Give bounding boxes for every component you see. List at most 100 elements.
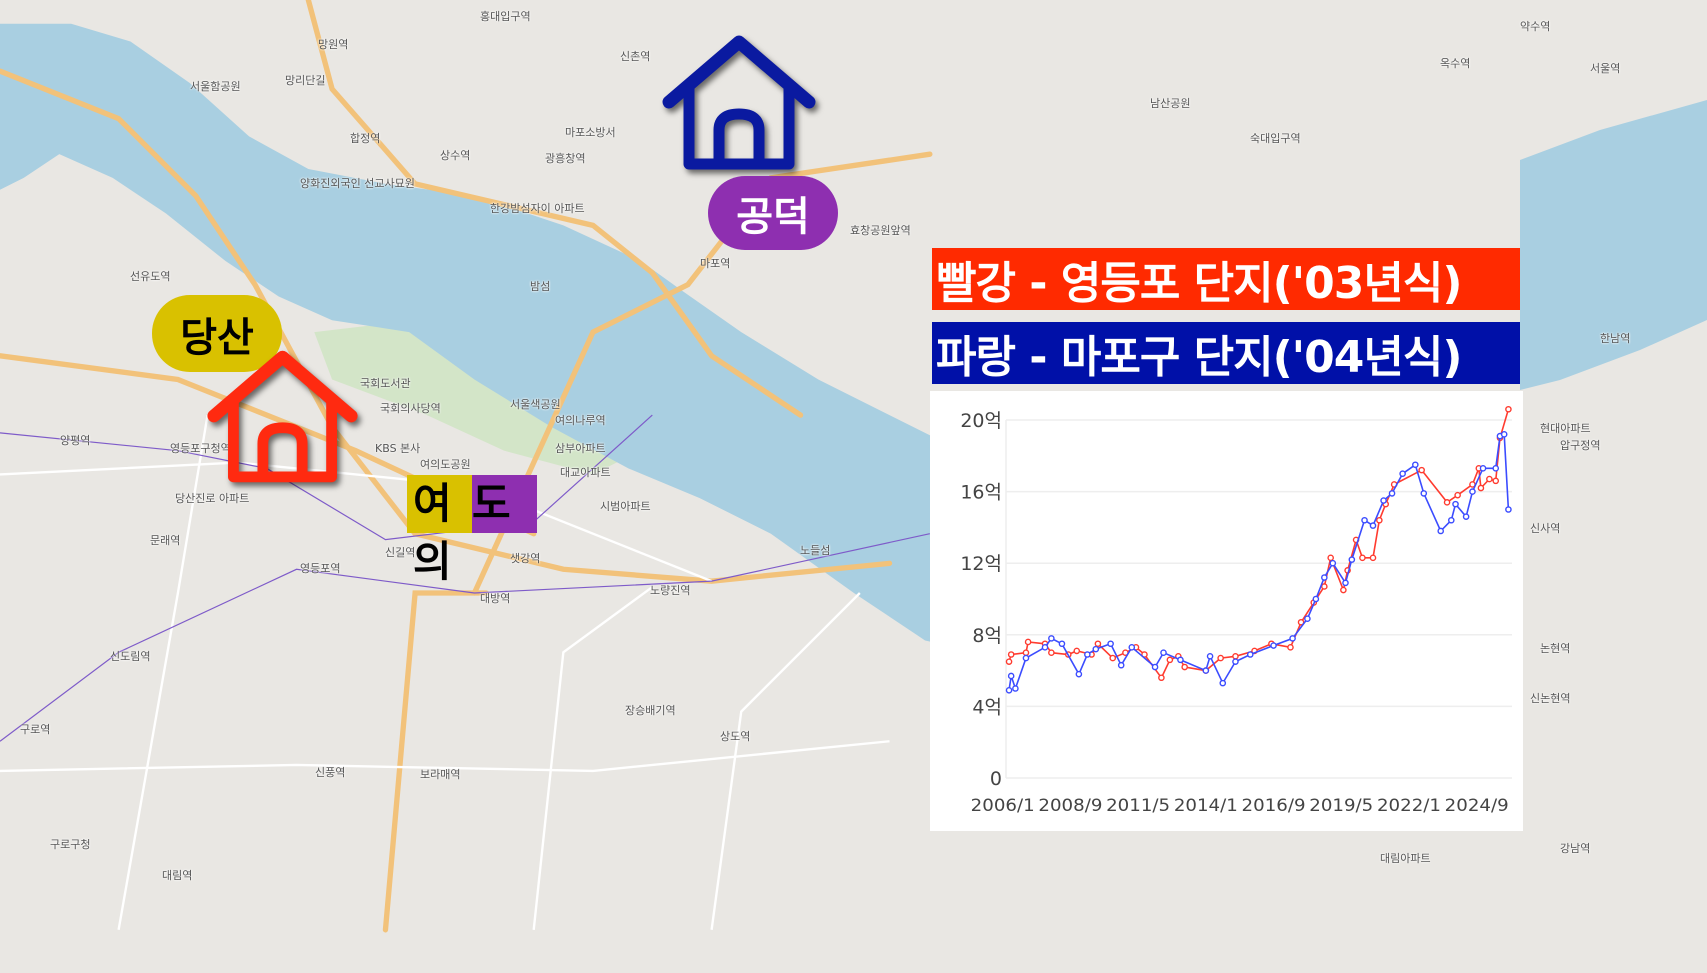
- data-point-0: [1181, 663, 1188, 671]
- data-point-1: [1246, 651, 1254, 658]
- map-place-label[interactable]: 영등포역: [300, 562, 341, 575]
- x-tick-label: 2019/5: [1309, 796, 1373, 816]
- data-point-1: [1107, 640, 1114, 648]
- data-point-1: [1469, 488, 1476, 495]
- legend-blue-banner: 파랑 - 마포구 단지('04년식): [932, 322, 1520, 384]
- map-place-label[interactable]: 마포역: [700, 257, 731, 270]
- map-place-label[interactable]: 당산진로 아파트: [175, 492, 250, 505]
- map-place-label[interactable]: 한남역: [1600, 332, 1631, 345]
- data-point-1: [1420, 490, 1428, 497]
- map-place-label[interactable]: 현대아파트: [1540, 422, 1591, 435]
- map-place-label[interactable]: 서울역: [1590, 62, 1621, 75]
- data-point-0: [1024, 638, 1032, 646]
- map-place-label[interactable]: 신사역: [1530, 522, 1561, 535]
- map-place-label[interactable]: 약수역: [1520, 20, 1551, 33]
- data-point-1: [1500, 431, 1508, 438]
- map-place-label[interactable]: 노들섬: [800, 544, 831, 557]
- house-icon: [207, 350, 358, 483]
- data-point-1: [1202, 667, 1210, 674]
- map-place-label[interactable]: 옥수역: [1440, 57, 1471, 70]
- map-place-label[interactable]: 보라매역: [420, 768, 461, 781]
- map-place-label[interactable]: 남산공원: [1150, 97, 1191, 110]
- data-point-0: [1005, 658, 1013, 665]
- map-place-label[interactable]: 문래역: [150, 534, 181, 547]
- data-point-0: [1287, 644, 1294, 651]
- map-place-label[interactable]: 시범아파트: [600, 500, 651, 513]
- map-place-label[interactable]: 삼부아파트: [555, 442, 606, 455]
- map-place-label[interactable]: KBS 본사: [375, 442, 421, 455]
- data-point-1: [1388, 490, 1396, 497]
- map-place-label[interactable]: 신도림역: [110, 650, 151, 663]
- map-place-label[interactable]: 노량진역: [650, 584, 691, 597]
- y-tick-label: 16억: [960, 482, 1002, 504]
- map-place-label[interactable]: 숙대입구역: [1250, 132, 1301, 145]
- map-place-label[interactable]: 논현역: [1540, 642, 1571, 655]
- data-point-1: [1058, 640, 1066, 648]
- data-point-0: [1492, 477, 1500, 485]
- map-place-label[interactable]: 강남역: [1560, 842, 1591, 855]
- map-place-label[interactable]: 압구정역: [1560, 439, 1601, 452]
- yeouido-label-part2: 도: [472, 475, 537, 533]
- data-point-0: [1109, 654, 1117, 662]
- map-place-label[interactable]: 샛강역: [510, 552, 541, 565]
- map-place-label[interactable]: 서울함공원: [190, 80, 241, 93]
- yeouido-label: 여의 도: [407, 475, 537, 586]
- map-place-label[interactable]: 양평역: [60, 434, 91, 447]
- data-point-0: [1321, 583, 1328, 590]
- data-point-0: [1094, 640, 1102, 648]
- map-place-label[interactable]: 장승배기역: [625, 704, 676, 717]
- map-place-label[interactable]: 선유도역: [130, 270, 171, 283]
- map-place-label[interactable]: 대림아파트: [1380, 852, 1431, 865]
- map-place-label[interactable]: 영등포구청역: [170, 442, 231, 455]
- map-place-label[interactable]: 신촌역: [620, 50, 651, 63]
- map-place-label[interactable]: 신길역: [385, 546, 416, 559]
- data-point-1: [1007, 672, 1015, 680]
- x-tick-label: 2011/5: [1106, 796, 1170, 816]
- map-place-label[interactable]: 양화진외국인 선교사묘원: [300, 177, 415, 190]
- map-place-label[interactable]: 구로역: [20, 723, 51, 736]
- map-place-label[interactable]: 망원역: [318, 38, 349, 51]
- data-point-1: [1412, 461, 1419, 469]
- map-place-label[interactable]: 광흥창역: [545, 152, 586, 165]
- map-place-label[interactable]: 국회의사당역: [380, 402, 441, 415]
- map-place-label[interactable]: 서울색공원: [510, 398, 561, 411]
- data-point-1: [1232, 658, 1239, 665]
- map-place-label[interactable]: 여의나루역: [555, 414, 606, 427]
- x-tick-label: 2016/9: [1242, 796, 1306, 816]
- map-place-label[interactable]: 신풍역: [315, 766, 346, 779]
- data-point-1: [1380, 497, 1387, 504]
- legend-red-banner: 빨강 - 영등포 단지('03년식): [932, 248, 1520, 310]
- map-place-label[interactable]: 대방역: [480, 592, 511, 605]
- map-place-label[interactable]: 대림역: [162, 869, 193, 882]
- data-point-1: [1117, 661, 1125, 669]
- y-tick-label: 4억: [972, 696, 1002, 718]
- x-tick-label: 2022/1: [1377, 796, 1441, 816]
- han-river-east: [1520, 100, 1707, 390]
- map-place-label[interactable]: 상수역: [440, 149, 471, 162]
- map-place-label[interactable]: 홍대입구역: [480, 10, 531, 23]
- map-place-label[interactable]: 효창공원앞역: [850, 224, 911, 237]
- map-place-label[interactable]: 국회도서관: [360, 377, 411, 390]
- data-point-1: [1348, 556, 1356, 563]
- map-place-label[interactable]: 망리단길: [285, 74, 326, 87]
- map-place-label[interactable]: 신논현역: [1530, 692, 1571, 705]
- data-point-0: [1486, 475, 1493, 483]
- map-place-label[interactable]: 한강밤섬자이 아파트: [490, 202, 585, 215]
- x-tick-label: 2008/9: [1038, 796, 1102, 816]
- map-place-label[interactable]: 마포소방서: [565, 126, 616, 139]
- map-place-label[interactable]: 합정역: [350, 132, 381, 145]
- map-place-label[interactable]: 밤섬: [530, 280, 551, 293]
- map-place-label[interactable]: 여의도공원: [420, 458, 471, 471]
- data-point-1: [1092, 645, 1100, 653]
- map-place-label[interactable]: 대교아파트: [560, 466, 611, 479]
- x-tick-label: 2014/1: [1174, 796, 1238, 816]
- yeouido-label-part1: 여의: [407, 475, 472, 586]
- map-place-label[interactable]: 상도역: [720, 730, 751, 743]
- x-tick-label: 2006/1: [971, 796, 1035, 816]
- data-point-0: [1232, 652, 1239, 660]
- data-point-1: [1128, 644, 1136, 651]
- map-place-label[interactable]: 구로구청: [50, 838, 91, 851]
- price-chart: 0 4억 8억 12억 16억 20억 2006/1 2008/9 2011/5 2014/1 20…: [930, 391, 1523, 831]
- data-point-0: [1454, 491, 1461, 499]
